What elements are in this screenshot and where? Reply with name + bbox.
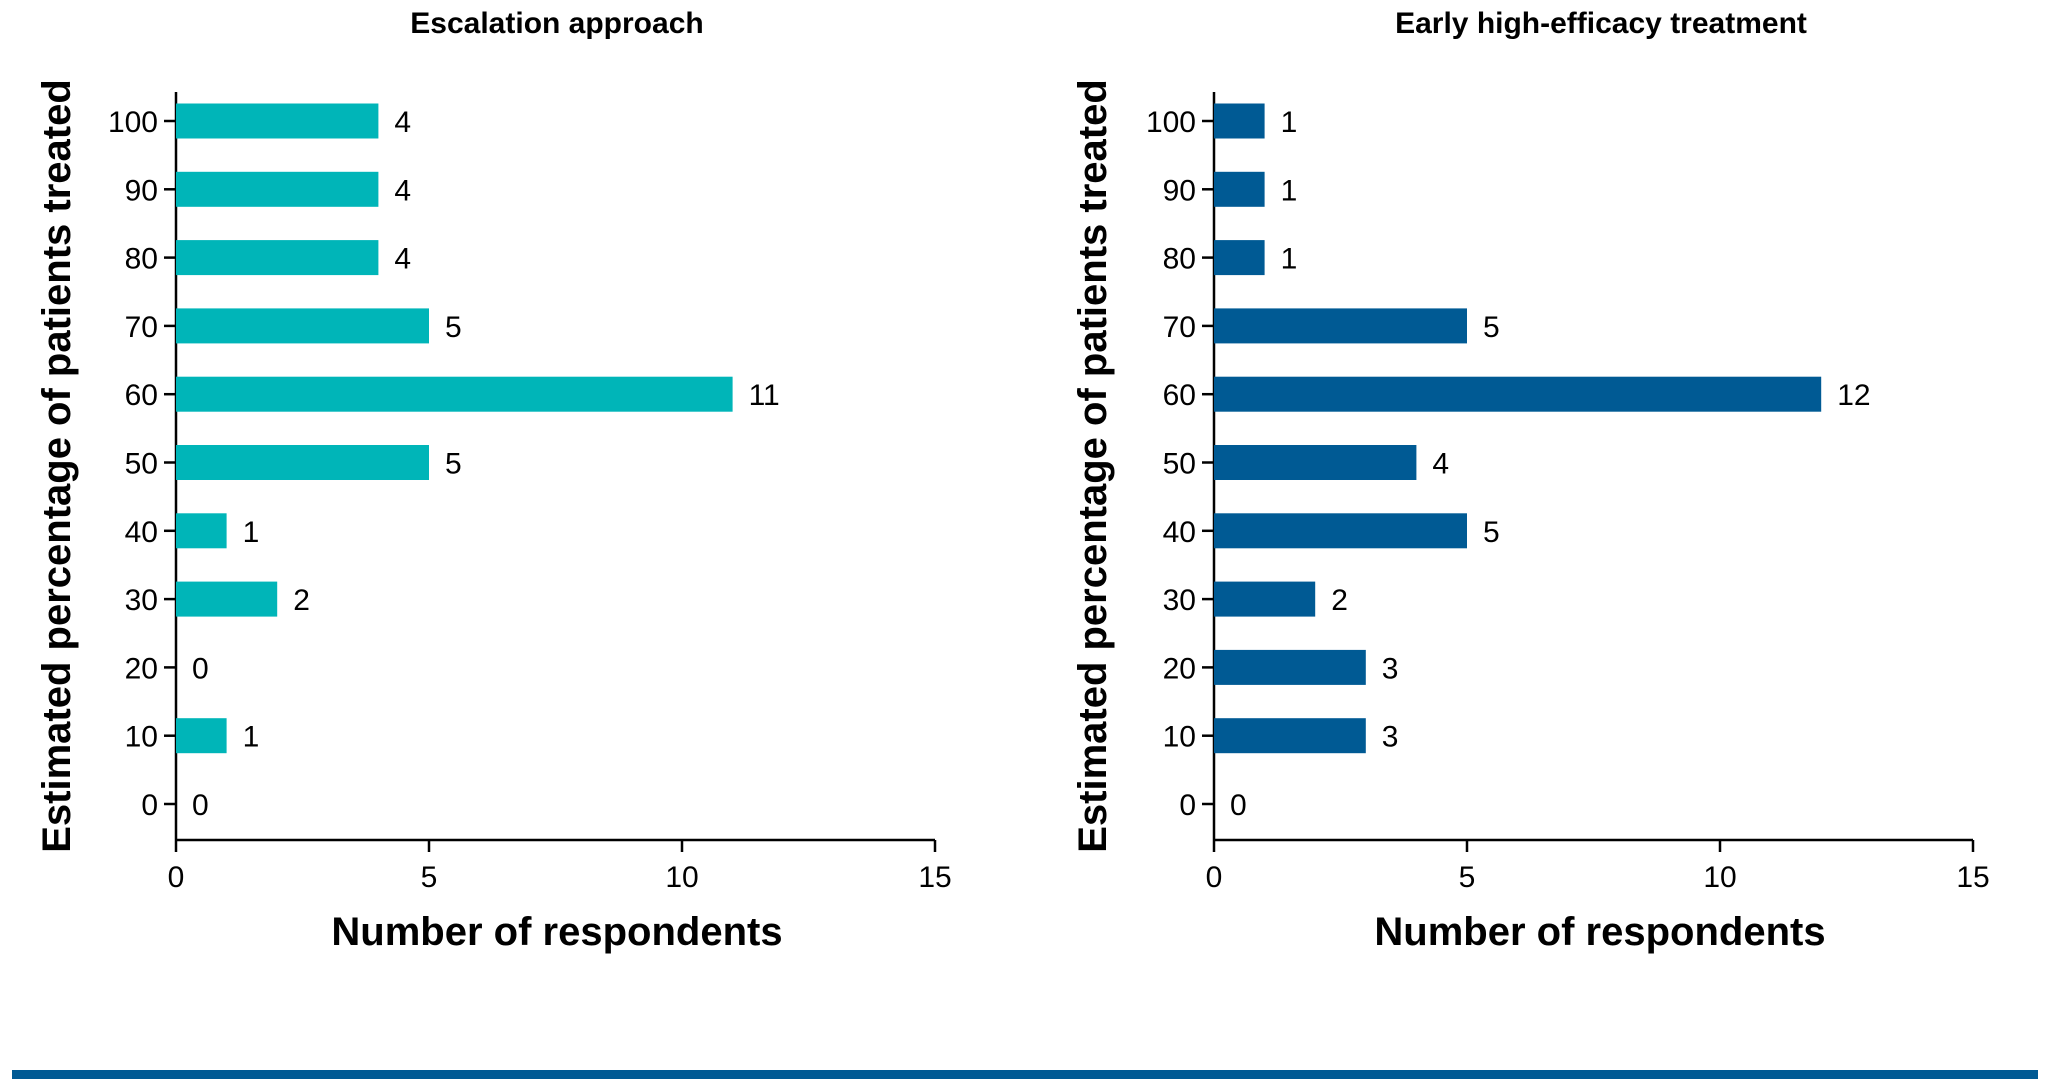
bar [176,581,278,617]
bar [176,240,379,276]
footer-rule [12,1070,2038,1079]
bar [1214,581,1316,617]
chart-title: Escalation approach [410,7,703,40]
y-tick-label: 20 [125,652,158,685]
data-label: 4 [1432,448,1449,481]
y-axis-title: Estimated percentage of patients treated [35,79,79,853]
data-label: 2 [293,584,310,617]
chart-title: Early high-efficacy treatment [1395,7,1807,40]
y-tick-label: 100 [108,106,158,139]
x-tick-label: 15 [1956,861,1989,894]
y-tick-label: 50 [1163,448,1196,481]
data-label: 5 [1483,311,1500,344]
bar [1214,171,1265,207]
y-tick-label: 30 [1163,584,1196,617]
y-tick-label: 80 [1163,243,1196,276]
x-tick-label: 0 [168,861,185,894]
x-axis-title: Number of respondents [331,910,782,954]
y-tick-label: 70 [125,311,158,344]
bar [1214,718,1366,754]
data-label: 1 [1281,106,1298,139]
y-tick-label: 40 [125,516,158,549]
bar [176,103,379,139]
data-label: 11 [749,379,780,412]
y-tick-label: 100 [1146,106,1196,139]
data-label: 4 [394,243,411,276]
y-tick-label: 10 [1163,721,1196,754]
data-label: 12 [1837,379,1870,412]
data-label: 3 [1382,652,1399,685]
y-tick-label: 30 [125,584,158,617]
bar [176,376,733,412]
bar [1214,308,1467,344]
x-tick-label: 10 [1703,861,1736,894]
y-tick-label: 10 [125,721,158,754]
y-tick-label: 70 [1163,311,1196,344]
data-label: 1 [1281,174,1298,207]
bar [1214,376,1822,412]
y-tick-label: 50 [125,448,158,481]
data-label: 0 [1230,789,1247,822]
bar [176,171,379,207]
data-label: 0 [192,652,209,685]
data-label: 1 [243,721,260,754]
y-tick-label: 40 [1163,516,1196,549]
y-tick-label: 90 [125,174,158,207]
y-tick-label: 0 [1179,789,1196,822]
y-tick-label: 20 [1163,652,1196,685]
y-tick-label: 80 [125,243,158,276]
x-tick-label: 0 [1206,861,1223,894]
bar [176,308,429,344]
y-axis-title: Estimated percentage of patients treated [1071,79,1115,853]
bar [1214,445,1417,480]
data-label: 0 [192,789,209,822]
bar [176,445,429,480]
y-tick-label: 60 [1163,379,1196,412]
bar [1214,240,1265,276]
y-tick-label: 60 [125,379,158,412]
data-label: 2 [1331,584,1348,617]
data-label: 3 [1382,721,1399,754]
bar [176,513,227,549]
x-tick-label: 10 [665,861,698,894]
x-tick-label: 15 [918,861,951,894]
bar [176,718,227,754]
data-label: 4 [394,106,411,139]
data-label: 5 [445,448,462,481]
bar [1214,103,1265,139]
x-tick-label: 5 [1459,861,1476,894]
x-tick-label: 5 [421,861,438,894]
data-label: 1 [243,516,260,549]
data-label: 1 [1281,243,1298,276]
data-label: 5 [1483,516,1500,549]
bar [1214,513,1467,549]
y-tick-label: 90 [1163,174,1196,207]
bar [1214,649,1366,685]
y-tick-label: 0 [141,789,158,822]
data-label: 5 [445,311,462,344]
data-label: 4 [394,174,411,207]
x-axis-title: Number of respondents [1374,910,1825,954]
